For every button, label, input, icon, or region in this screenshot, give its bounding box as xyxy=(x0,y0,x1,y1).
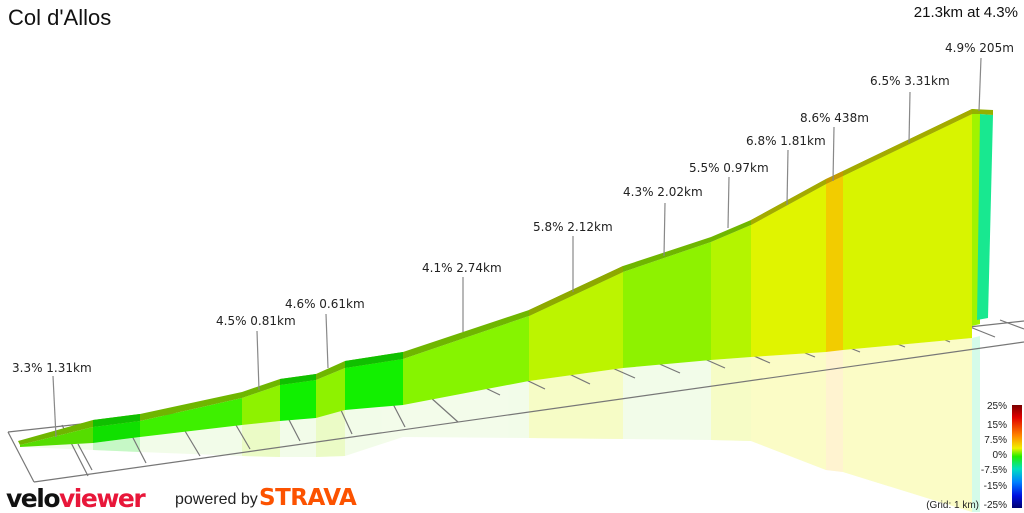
segment-10 xyxy=(623,242,711,368)
svg-text:7.5%: 7.5% xyxy=(984,435,1007,446)
climb-title: Col d'Allos xyxy=(8,5,112,30)
segment-5 xyxy=(280,380,316,421)
segment-label: 8.6% 438m xyxy=(800,111,869,125)
svg-text:0%: 0% xyxy=(993,450,1008,461)
svg-text:-25%: -25% xyxy=(984,500,1007,511)
label-leaders xyxy=(52,57,982,438)
gradient-legend: 25% 15% 7.5% 0% -7.5% -15% -25% (Grid: 1… xyxy=(926,401,1022,511)
profile-segments xyxy=(20,114,993,447)
segment-8 xyxy=(403,316,529,405)
segment-9 xyxy=(529,272,623,381)
profile-ridge xyxy=(18,109,993,445)
segment-label: 6.8% 1.81km xyxy=(746,134,826,148)
profile-reflection xyxy=(20,336,980,512)
grid-note: (Grid: 1 km) xyxy=(926,500,979,511)
climb-summary: 21.3km at 4.3% xyxy=(913,4,1018,21)
segment-4 xyxy=(242,385,280,425)
segment-label: 4.6% 0.61km xyxy=(285,297,365,311)
svg-text:15%: 15% xyxy=(987,420,1007,431)
svg-text:-7.5%: -7.5% xyxy=(981,465,1007,476)
svg-text:-15%: -15% xyxy=(984,481,1007,492)
segment-labels: 3.3% 1.31km 4.5% 0.81km 4.6% 0.61km 4.1%… xyxy=(12,41,1014,375)
strava-logo[interactable]: STRAVA xyxy=(259,485,357,511)
svg-text:25%: 25% xyxy=(987,401,1007,412)
segment-3 xyxy=(140,398,242,437)
segment-label: 4.9% 205m xyxy=(945,41,1014,55)
segment-6 xyxy=(316,368,345,418)
powered-by-text: powered by xyxy=(175,491,258,508)
segment-label: 4.1% 2.74km xyxy=(422,261,502,275)
segment-label: 4.3% 2.02km xyxy=(623,185,703,199)
segment-label: 4.5% 0.81km xyxy=(216,314,296,328)
segment-label: 3.3% 1.31km xyxy=(12,361,92,375)
segment-13 xyxy=(826,176,843,352)
logo-viewer: viewer xyxy=(59,484,146,513)
segment-label: 6.5% 3.31km xyxy=(870,74,950,88)
segment-1 xyxy=(20,427,93,447)
segment-12 xyxy=(751,184,826,357)
segment-16 xyxy=(977,114,993,320)
segment-2 xyxy=(93,421,140,443)
veloviewer-logo[interactable]: veloviewer xyxy=(6,484,146,513)
segment-label: 5.8% 2.12km xyxy=(533,220,613,234)
segment-7 xyxy=(345,359,403,410)
segment-14 xyxy=(843,114,972,350)
logo-velo: velo xyxy=(6,484,61,513)
segment-label: 5.5% 0.97km xyxy=(689,161,769,175)
segment-11 xyxy=(711,225,751,360)
gradient-color-bar xyxy=(1012,405,1022,508)
